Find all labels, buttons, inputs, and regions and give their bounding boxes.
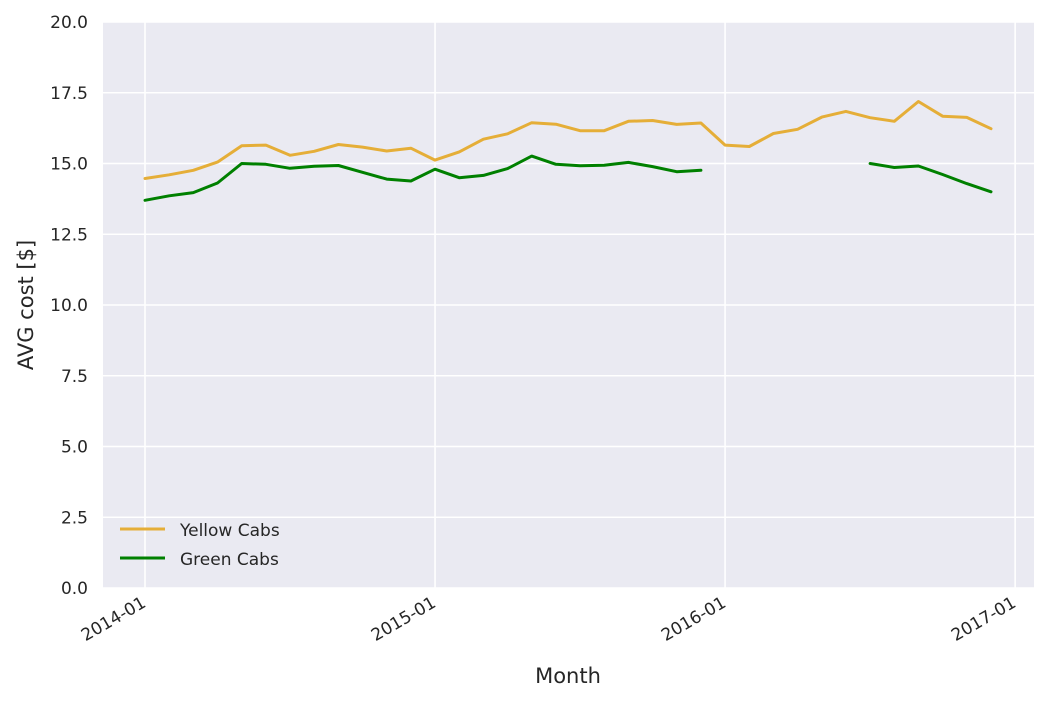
y-tick-label: 20.0 — [50, 13, 88, 33]
x-tick-label: 2015-01 — [368, 593, 440, 646]
x-tick-labels: 2014-01 2015-01 2016-01 2017-01 — [78, 593, 1020, 646]
legend: Yellow Cabs Green Cabs — [120, 521, 280, 570]
y-tick-label: 5.0 — [61, 438, 88, 458]
x-tick-label: 2014-01 — [78, 593, 150, 646]
y-tick-label: 10.0 — [50, 296, 88, 316]
y-tick-label: 15.0 — [50, 155, 88, 175]
grid — [103, 21, 1034, 589]
y-tick-label: 17.5 — [50, 84, 88, 104]
y-tick-label: 0.0 — [61, 579, 88, 599]
y-axis-label: AVG cost [$] — [14, 240, 38, 370]
x-tick-label: 2017-01 — [948, 593, 1020, 646]
legend-label-green-cabs: Green Cabs — [180, 550, 279, 570]
y-tick-label: 2.5 — [61, 508, 88, 528]
y-tick-label: 7.5 — [61, 367, 88, 387]
y-tick-labels: 0.0 2.5 5.0 7.5 10.0 12.5 15.0 17.5 20.0 — [50, 13, 88, 599]
y-tick-label: 12.5 — [50, 225, 88, 245]
series-layer — [143, 100, 993, 202]
x-axis-label: Month — [535, 664, 601, 688]
series-line-green-cabs — [143, 154, 993, 202]
legend-label-yellow-cabs: Yellow Cabs — [179, 521, 280, 541]
series-line-yellow-cabs — [143, 100, 993, 180]
x-tick-label: 2016-01 — [658, 593, 730, 646]
